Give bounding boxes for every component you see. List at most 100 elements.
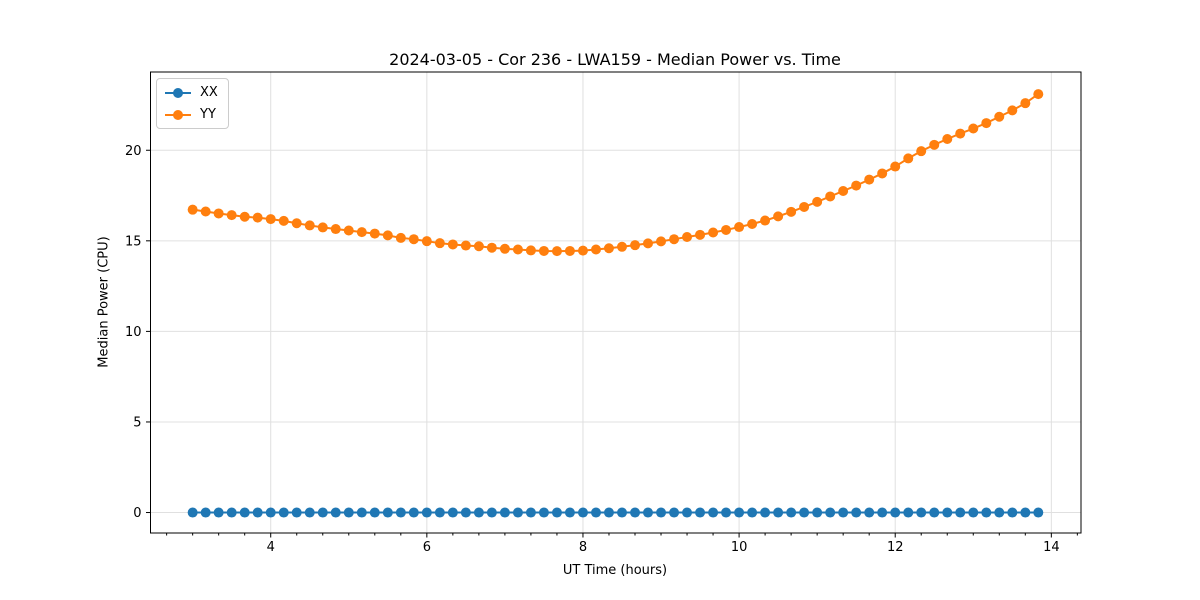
data-point [903, 153, 914, 164]
data-point [551, 246, 562, 257]
data-point [838, 507, 849, 518]
data-point [695, 507, 706, 518]
data-point [278, 215, 289, 226]
data-point [799, 201, 810, 212]
data-point [551, 507, 562, 518]
data-point [955, 128, 966, 139]
data-point [630, 240, 641, 251]
legend-item-xx: XX [165, 84, 218, 101]
data-point [981, 118, 992, 129]
data-point [382, 230, 393, 241]
data-point [473, 241, 484, 252]
data-point [708, 507, 719, 518]
data-point [942, 507, 953, 518]
data-point [317, 507, 328, 518]
data-point [577, 507, 588, 518]
data-point [538, 245, 549, 256]
data-point [239, 507, 250, 518]
data-point [968, 507, 979, 518]
data-point [512, 507, 523, 518]
data-point [252, 212, 263, 223]
data-point [252, 507, 263, 518]
data-point [460, 240, 471, 251]
data-point [213, 507, 224, 518]
axis-ticks [146, 149, 1078, 538]
data-point [616, 241, 627, 252]
data-point [486, 507, 497, 518]
data-point [512, 244, 523, 255]
data-point [994, 111, 1005, 122]
data-point [603, 243, 614, 254]
data-point [239, 211, 250, 222]
data-point [734, 507, 745, 518]
data-point [395, 507, 406, 518]
data-point [304, 507, 315, 518]
data-point [760, 215, 771, 226]
plot-border [150, 71, 1082, 534]
y-tick-label: 15 [125, 234, 142, 249]
data-point [864, 507, 875, 518]
data-point [421, 236, 432, 247]
data-point [773, 211, 784, 222]
x-tick-label: 4 [267, 540, 275, 555]
y-tick-labels: 0 5 10 15 20 [125, 144, 142, 521]
data-point [877, 507, 888, 518]
data-point [721, 224, 732, 235]
data-point [916, 146, 927, 157]
data-point [473, 507, 484, 518]
data-point [955, 507, 966, 518]
data-point [695, 229, 706, 240]
data-point [200, 206, 211, 217]
data-point [1033, 89, 1044, 100]
data-point [499, 507, 510, 518]
data-point [708, 227, 719, 238]
data-point [304, 220, 315, 231]
data-point [226, 507, 237, 518]
data-point [187, 507, 198, 518]
data-point [916, 507, 927, 518]
yy-line-marker-icon [165, 109, 191, 120]
x-tick-label: 14 [1043, 540, 1060, 555]
data-point [343, 225, 354, 236]
data-point [734, 222, 745, 233]
data-point [591, 507, 602, 518]
data-point [434, 238, 445, 249]
data-point [525, 245, 536, 256]
data-point [591, 244, 602, 255]
data-point [773, 507, 784, 518]
data-point [968, 123, 979, 134]
data-point [1033, 507, 1044, 518]
data-point [343, 507, 354, 518]
data-point [408, 507, 419, 518]
data-point [369, 507, 380, 518]
data-point [747, 507, 758, 518]
data-point [564, 507, 575, 518]
data-point [786, 507, 797, 518]
data-point [499, 243, 510, 254]
data-point [903, 507, 914, 518]
y-tick-label: 0 [133, 506, 141, 521]
data-point [929, 139, 940, 150]
data-point [1020, 507, 1031, 518]
data-point [812, 507, 823, 518]
x-tick-labels: 4 6 8 10 12 14 [267, 540, 1060, 555]
data-point [851, 180, 862, 191]
data-point [330, 224, 341, 235]
data-point [864, 174, 875, 185]
data-point [421, 507, 432, 518]
data-point [877, 168, 888, 179]
data-point [786, 206, 797, 217]
data-point [447, 239, 458, 250]
series-XX [187, 507, 1044, 518]
data-point [747, 218, 758, 229]
data-point [760, 507, 771, 518]
data-point [577, 245, 588, 256]
data-point [929, 507, 940, 518]
data-point [291, 507, 302, 518]
x-tick-label: 12 [887, 540, 904, 555]
data-point [525, 507, 536, 518]
data-point [838, 186, 849, 197]
data-point [851, 507, 862, 518]
x-axis-label: UT Time (hours) [562, 563, 668, 578]
